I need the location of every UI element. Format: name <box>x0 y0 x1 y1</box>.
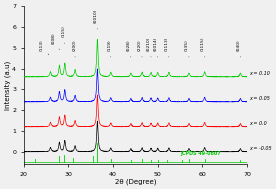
Text: (119): (119) <box>108 39 112 57</box>
Text: (115): (115) <box>62 26 66 44</box>
Text: (220): (220) <box>138 39 142 57</box>
Text: (008): (008) <box>52 32 59 50</box>
Text: x = 0.10: x = 0.10 <box>249 71 270 76</box>
Text: x = 0.05: x = 0.05 <box>249 96 270 101</box>
Text: (040): (040) <box>236 39 240 57</box>
Text: JCPDS 49-0607: JCPDS 49-0607 <box>180 151 221 156</box>
Text: x = 0.0: x = 0.0 <box>249 121 267 126</box>
Text: (0014): (0014) <box>153 36 158 57</box>
Text: (0210): (0210) <box>147 36 151 57</box>
Text: (200): (200) <box>72 39 76 57</box>
Text: (1115): (1115) <box>200 36 205 57</box>
Text: (028): (028) <box>127 39 131 57</box>
Text: (1113): (1113) <box>165 36 169 57</box>
X-axis label: 2θ (Degree): 2θ (Degree) <box>115 178 156 185</box>
Text: x = -0.05: x = -0.05 <box>249 146 272 151</box>
Y-axis label: Intensity (a.u): Intensity (a.u) <box>4 61 11 110</box>
Text: (113): (113) <box>39 39 49 55</box>
Text: (135): (135) <box>185 39 189 57</box>
Text: (0010): (0010) <box>93 9 97 29</box>
